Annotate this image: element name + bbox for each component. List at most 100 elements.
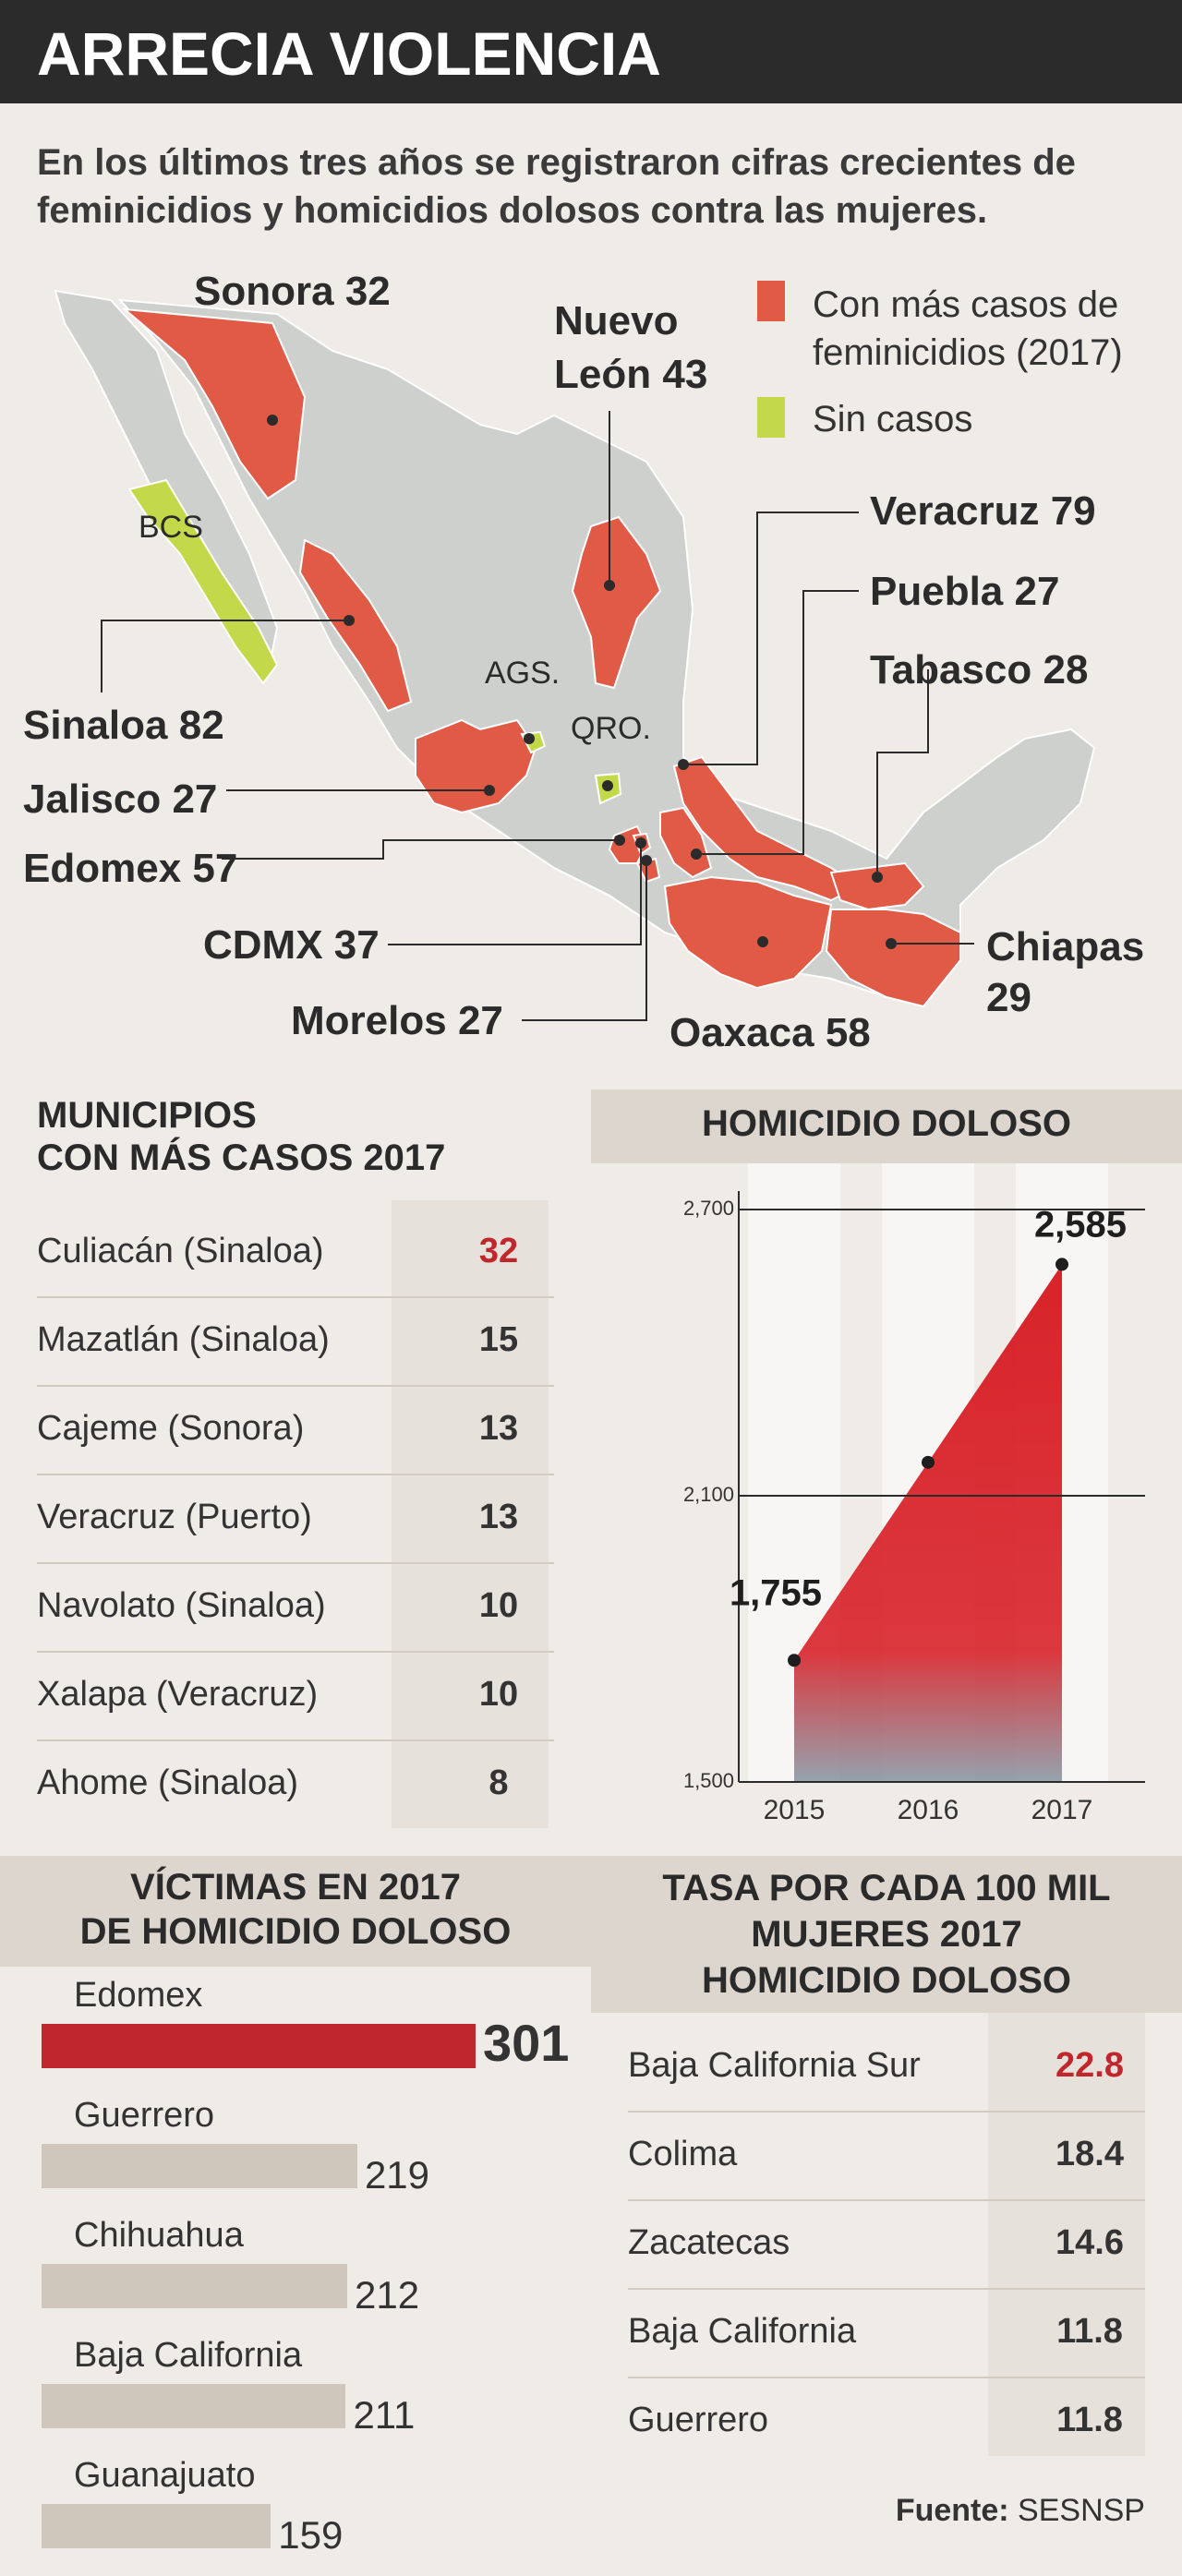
row-label: Zacatecas <box>628 2223 790 2262</box>
source-note: Fuente: SESNSP <box>896 2493 1145 2529</box>
map-state-sonora <box>121 307 307 500</box>
map-state-puebla <box>659 806 713 879</box>
homicidio-chart: 1,500 2,100 2,700 2015 1,755 2016 2017 2,585 <box>683 1163 1145 1825</box>
row-value: 13 <box>478 1498 519 1536</box>
label-jalisco: Jalisco 27 <box>23 776 217 822</box>
label-bcs: BCS <box>139 510 203 545</box>
data-label: 2,585 <box>1034 1204 1127 1245</box>
map-state-oaxaca <box>663 875 833 990</box>
table-row: Baja California 11.8 <box>628 2288 1145 2378</box>
table-row: Culiacán (Sinaloa) 32 <box>37 1208 554 1298</box>
y-tick-label: 2,100 <box>683 1483 734 1506</box>
intro-text: En los últimos tres años se registraron … <box>37 142 1076 231</box>
row-value: 14.6 <box>1055 2223 1124 2262</box>
table-row: Zacatecas 14.6 <box>628 2199 1145 2290</box>
row-value: 10 <box>478 1586 519 1625</box>
data-point <box>922 1455 935 1469</box>
label-edomex: Edomex 57 <box>23 846 237 891</box>
legend-swatch-red <box>757 281 785 321</box>
table-row: Veracruz (Puerto) 13 <box>37 1474 554 1564</box>
label-tabasco: Tabasco 28 <box>870 647 1088 692</box>
municipios-title-2: CON MÁS CASOS 2017 <box>37 1138 446 1178</box>
victimas-title: VÍCTIMAS EN 2017 DE HOMICIDIO DOLOSO <box>0 1865 591 1954</box>
table-row: Baja California Sur 22.8 <box>628 2022 1145 2113</box>
victimas-title-1: VÍCTIMAS EN 2017 <box>130 1867 461 1908</box>
header-band: ARRECIA VIOLENCIA <box>0 0 1182 103</box>
homicidio-title: HOMICIDIO DOLOSO <box>702 1103 1071 1144</box>
label-sonora: Sonora 32 <box>194 269 391 314</box>
bar <box>42 2264 348 2308</box>
bar-value-label: 301 <box>483 2014 570 2072</box>
tasa-title: TASA POR CADA 100 MIL MUJERES 2017 HOMIC… <box>591 1865 1182 2004</box>
victimas-title-band <box>0 1856 591 1967</box>
row-value: 11.8 <box>1056 2401 1123 2439</box>
label-chiapas-2: 29 <box>986 975 1031 1020</box>
row-value: 10 <box>478 1675 519 1714</box>
table-row: Navolato (Sinaloa) 10 <box>37 1562 554 1653</box>
bar <box>42 2144 357 2188</box>
label-oaxaca: Oaxaca 58 <box>669 1010 871 1055</box>
label-cdmx: CDMX 37 <box>203 922 380 968</box>
bar-category-label: Guerrero <box>74 2096 215 2135</box>
label-sinaloa: Sinaloa 82 <box>23 703 224 748</box>
label-nuevo-leon-2: León 43 <box>554 352 707 397</box>
x-tick-label: 2017 <box>1031 1795 1093 1825</box>
map-state-bcs <box>127 478 279 685</box>
legend-green-label: Sin casos <box>813 399 972 439</box>
row-label: Guerrero <box>628 2401 769 2439</box>
row-label: Navolato (Sinaloa) <box>37 1586 326 1625</box>
bar-category-label: Chihuahua <box>74 2216 244 2255</box>
map-state-chiapas <box>825 909 961 1008</box>
label-nuevo-leon-1: Nuevo <box>554 298 678 343</box>
row-label: Baja California <box>628 2312 857 2351</box>
table-row: Cajeme (Sonora) 13 <box>37 1385 554 1475</box>
bar <box>42 2504 271 2548</box>
tasa-title-1: TASA POR CADA 100 MIL <box>662 1868 1111 1908</box>
tasa-title-3: HOMICIDIO DOLOSO <box>702 1960 1071 2001</box>
row-value: 13 <box>478 1409 519 1448</box>
table-row: Guerrero 11.8 <box>628 2377 1145 2465</box>
row-label: Baja California Sur <box>628 2046 921 2085</box>
row-label: Xalapa (Veracruz) <box>37 1675 319 1714</box>
bar-value-label: 211 <box>353 2393 416 2437</box>
label-morelos: Morelos 27 <box>291 998 503 1043</box>
chart-area <box>794 1264 1062 1782</box>
row-label: Cajeme (Sonora) <box>37 1409 305 1448</box>
municipios-title: MUNICIPIOS CON MÁS CASOS 2017 <box>37 1094 445 1179</box>
label-chiapas-1: Chiapas <box>986 924 1144 969</box>
page-title: ARRECIA VIOLENCIA <box>37 19 661 88</box>
label-ags: AGS. <box>485 656 560 691</box>
row-value: 22.8 <box>1055 2046 1124 2085</box>
source-name: SESNSP <box>1018 2493 1145 2528</box>
row-label: Veracruz (Puerto) <box>37 1498 312 1536</box>
mexico-map: Con más casos de feminicidios (2017) Sin… <box>23 269 1144 1055</box>
table-row: Colima 18.4 <box>628 2111 1145 2201</box>
victimas-chart: Edomex 301 Guerrero 219 Chihuahua 212 Baja Cal… <box>0 1967 591 2576</box>
label-puebla: Puebla 27 <box>870 569 1059 614</box>
data-point <box>788 1654 801 1667</box>
label-qro: QRO. <box>571 711 651 746</box>
legend-swatch-green <box>757 397 785 438</box>
legend-red-line2: feminicidios (2017) <box>813 332 1123 373</box>
municipios-table: Culiacán (Sinaloa) 32 Mazatlán (Sinaloa)… <box>37 1208 554 1836</box>
tasa-title-2: MUJERES 2017 <box>751 1914 1022 1955</box>
row-value: 15 <box>478 1320 519 1359</box>
data-label: 1,755 <box>730 1572 822 1613</box>
municipios-title-1: MUNICIPIOS <box>37 1095 257 1136</box>
map-leader-lines <box>101 411 974 1021</box>
data-point <box>1055 1258 1068 1271</box>
label-veracruz: Veracruz 79 <box>870 488 1096 534</box>
tasa-value-band <box>988 2013 1145 2456</box>
victimas-title-2: DE HOMICIDIO DOLOSO <box>79 1911 512 1952</box>
row-value: 18.4 <box>1055 2135 1124 2173</box>
x-tick-label: 2016 <box>898 1795 959 1825</box>
tasa-table: Baja California Sur 22.8 Colima 18.4 Zac… <box>628 2022 1145 2465</box>
row-value: 32 <box>478 1232 519 1270</box>
row-value: 11.8 <box>1056 2312 1123 2351</box>
row-label: Mazatlán (Sinaloa) <box>37 1320 330 1359</box>
row-label: Culiacán (Sinaloa) <box>37 1232 324 1270</box>
bar-category-label: Guanajuato <box>74 2456 256 2495</box>
bar-category-label: Edomex <box>74 1976 203 2015</box>
row-value: 8 <box>488 1763 509 1802</box>
table-row: Xalapa (Veracruz) 10 <box>37 1651 554 1741</box>
